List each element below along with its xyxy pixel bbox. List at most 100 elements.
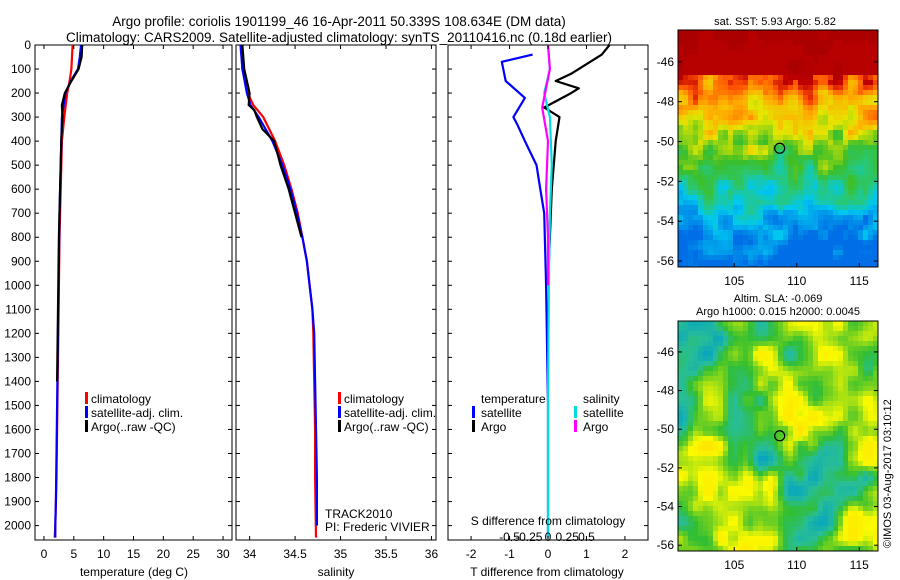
map-cell	[718, 60, 724, 66]
map-cell	[708, 526, 714, 532]
map-cell	[793, 90, 799, 96]
map-cell	[743, 331, 749, 337]
map-cell	[708, 461, 714, 467]
map-cell	[793, 55, 799, 61]
map-cell	[848, 70, 854, 76]
map-cell	[873, 476, 878, 482]
map-cell	[698, 70, 704, 76]
map-cell	[743, 195, 749, 201]
map-cell	[743, 506, 749, 512]
map-cell	[823, 491, 829, 497]
map-cell	[708, 65, 714, 71]
map-cell	[738, 140, 744, 146]
map-cell	[838, 145, 844, 151]
map-cell	[743, 421, 749, 427]
map-cell	[788, 381, 794, 387]
map-cell	[873, 491, 878, 497]
map-cell	[838, 351, 844, 357]
map-cell	[718, 155, 724, 161]
x-tick-label: 1	[583, 547, 590, 561]
map-cell	[773, 511, 779, 517]
map-cell	[798, 461, 804, 467]
map-cell	[853, 205, 859, 211]
map-cell	[788, 371, 794, 377]
map-cell	[823, 546, 829, 551]
map-cell	[723, 125, 729, 131]
map-cell	[773, 501, 779, 507]
map-cell	[798, 401, 804, 407]
map-cell	[813, 190, 819, 196]
map-cell	[688, 381, 694, 387]
map-cell	[778, 451, 784, 457]
map-cell	[733, 446, 739, 452]
map-cell	[723, 70, 729, 76]
map-cell	[738, 346, 744, 352]
map-cell	[683, 65, 689, 71]
map-cell	[753, 210, 759, 216]
map-cell	[853, 85, 859, 91]
map-cell	[733, 75, 739, 81]
map-cell	[758, 260, 764, 266]
map-cell	[833, 120, 839, 126]
map-cell	[863, 160, 869, 166]
map-cell	[773, 265, 779, 267]
map-cell	[768, 80, 774, 86]
map-cell	[823, 35, 829, 41]
map-cell	[803, 421, 809, 427]
map-cell	[738, 326, 744, 332]
map-cell	[713, 516, 719, 522]
map-cell	[823, 451, 829, 457]
map-cell	[683, 501, 689, 507]
map-cell	[858, 35, 864, 41]
map-cell	[728, 486, 734, 492]
map-cell	[848, 55, 854, 61]
map-cell	[723, 321, 729, 327]
legend-label-temperature-argo: Argo	[481, 420, 507, 434]
map-cell	[718, 416, 724, 422]
map-cell	[813, 105, 819, 111]
map-cell	[733, 265, 739, 267]
map-cell	[868, 326, 874, 332]
map-cell	[778, 260, 784, 266]
map-cell	[738, 401, 744, 407]
map-cell	[853, 120, 859, 126]
map-cell	[693, 321, 699, 327]
map-cell	[693, 110, 699, 116]
map-cell	[868, 185, 874, 191]
map-cell	[828, 506, 834, 512]
map-cell	[688, 75, 694, 81]
map-cell	[763, 180, 769, 186]
map-cell	[728, 361, 734, 367]
map-cell	[728, 265, 734, 267]
map-cell	[838, 195, 844, 201]
map-cell	[808, 255, 814, 261]
map-cell	[708, 55, 714, 61]
map-cell	[743, 215, 749, 221]
map-cell	[708, 411, 714, 417]
map-cell	[853, 150, 859, 156]
map-cell	[688, 511, 694, 517]
map-cell	[698, 250, 704, 256]
map-cell	[743, 391, 749, 397]
map-cell	[858, 60, 864, 66]
map-cell	[803, 265, 809, 267]
map-cell	[828, 381, 834, 387]
map-cell	[798, 115, 804, 121]
map-cell	[843, 30, 849, 36]
map-cell	[843, 456, 849, 462]
map-cell	[813, 135, 819, 141]
map-cell	[718, 351, 724, 357]
map-cell	[748, 326, 754, 332]
map-cell	[713, 125, 719, 131]
map-cell	[803, 145, 809, 151]
map-cell	[773, 391, 779, 397]
map-cell	[713, 155, 719, 161]
map-cell	[728, 90, 734, 96]
sst-map-title: sat. SST: 5.93 Argo: 5.82	[714, 16, 836, 28]
map-cell	[763, 250, 769, 256]
map-cell	[823, 356, 829, 362]
map-cell	[873, 85, 878, 91]
map-cell	[823, 416, 829, 422]
map-cell	[798, 65, 804, 71]
map-cell	[733, 215, 739, 221]
